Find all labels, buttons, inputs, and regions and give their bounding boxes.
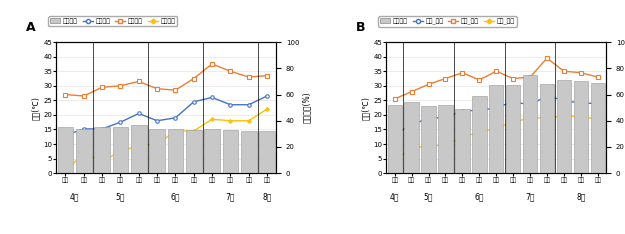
Bar [506,85,521,173]
Bar [421,106,436,173]
Bar [168,129,183,173]
Text: 4월: 4월 [70,192,79,201]
Bar [574,81,588,173]
Bar [222,130,238,173]
Text: 5월: 5월 [424,192,433,201]
Bar [540,84,554,173]
Bar [591,83,605,173]
Text: A: A [26,21,35,34]
Bar [455,109,469,173]
Text: 6월: 6월 [474,192,484,201]
Bar [76,129,91,173]
Bar [523,75,538,173]
Text: 8월: 8월 [262,192,272,201]
Bar [149,129,165,173]
Bar [388,105,402,173]
Text: 4월: 4월 [390,192,399,201]
Legend: 상대습도, 평균_기온, 최고_기온, 최저_기온: 상대습도, 평균_기온, 최고_기온, 최저_기온 [378,16,516,27]
Bar [259,131,275,173]
Bar [489,85,504,173]
Bar [438,105,452,173]
Bar [131,125,146,173]
Bar [404,102,419,173]
Y-axis label: 기온(℃): 기온(℃) [31,96,40,120]
Bar [58,127,73,173]
Y-axis label: 기온(℃): 기온(℃) [361,96,370,120]
Text: B: B [356,21,365,34]
Bar [204,129,220,173]
Text: 7월: 7월 [226,192,235,201]
Bar [94,127,110,173]
Text: 6월: 6월 [171,192,180,201]
Bar [557,80,571,173]
Legend: 상대습도, 평균기온, 최고기온, 최저기온: 상대습도, 평균기온, 최고기온, 최저기온 [48,16,177,26]
Bar [112,127,128,173]
Bar [186,130,201,173]
Bar [472,96,486,173]
Text: 7월: 7월 [526,192,535,201]
Y-axis label: 상대습도(%): 상대습도(%) [302,92,311,124]
Text: 8월: 8월 [576,192,586,201]
Bar [241,131,256,173]
Text: 5월: 5월 [116,192,125,201]
